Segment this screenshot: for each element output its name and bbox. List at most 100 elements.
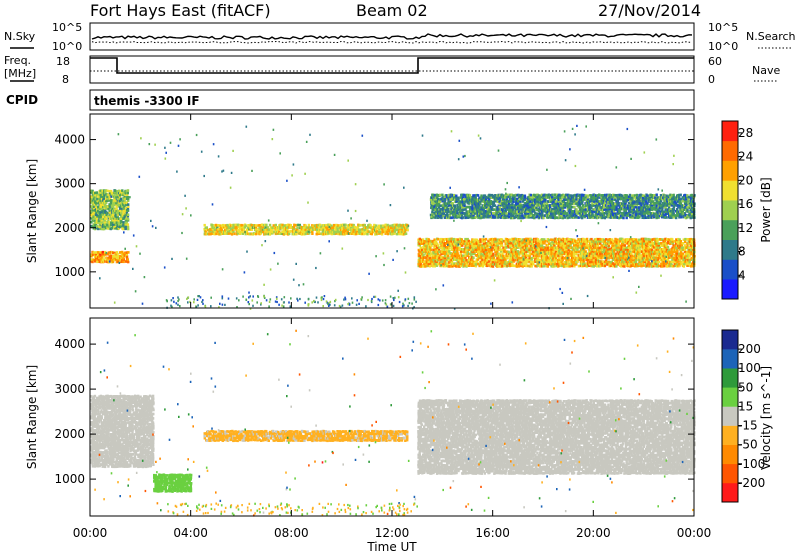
- echo-cell: [354, 226, 358, 229]
- echo-cell: [106, 211, 109, 215]
- echo-cell: [461, 260, 464, 263]
- echo-cell: [235, 225, 238, 229]
- echo-cell: [464, 252, 467, 256]
- echo-cell: [511, 250, 514, 254]
- echo-cell: [439, 200, 442, 204]
- echo-cell: [102, 191, 106, 195]
- echo-cell: [124, 219, 128, 222]
- echo-cell: [120, 193, 123, 196]
- echo-cell: [117, 217, 120, 220]
- echo-cell: [553, 255, 556, 258]
- echo-cell: [115, 223, 118, 226]
- echo-cell: [297, 230, 300, 233]
- echo-cell: [443, 254, 447, 258]
- echo-cell: [534, 260, 537, 263]
- echo-cell: [486, 262, 489, 266]
- echo-cell: [115, 258, 118, 261]
- echo-cell: [530, 242, 533, 245]
- echo-cell: [90, 258, 93, 261]
- echo-cell: [436, 237, 440, 241]
- echo-cell: [461, 216, 465, 219]
- echo-cell: [456, 250, 459, 253]
- echo-cell: [120, 257, 123, 260]
- echo-cell: [292, 225, 296, 229]
- echo-cell: [113, 197, 116, 200]
- nave-label: Nave: [752, 64, 780, 77]
- echo-cell: [540, 244, 544, 248]
- echo-cell: [99, 217, 102, 221]
- echo-cell: [99, 252, 102, 256]
- echo-cell: [247, 232, 250, 236]
- echo-cell: [91, 201, 94, 204]
- echo-cell: [399, 229, 402, 233]
- echo-cell: [506, 244, 510, 247]
- echo-cell: [466, 252, 469, 255]
- echo-cell: [264, 226, 267, 229]
- echo-cell: [541, 238, 544, 241]
- echo-cell: [488, 254, 491, 257]
- echo-cell: [429, 260, 433, 263]
- echo-cell: [528, 258, 531, 262]
- echo-cell: [548, 252, 552, 256]
- echo-cell: [451, 248, 454, 251]
- echo-cell: [209, 230, 212, 233]
- echo-cell: [554, 200, 558, 203]
- echo-cell: [373, 226, 377, 229]
- echo-cell: [303, 228, 306, 232]
- echo-cell: [305, 230, 308, 234]
- echo-cell: [541, 248, 544, 251]
- echo-cell: [339, 226, 342, 229]
- echo-cell: [118, 205, 122, 209]
- echo-cell: [99, 254, 102, 258]
- echo-cell: [556, 260, 560, 263]
- echo-cell: [521, 248, 524, 251]
- echo-cell: [471, 242, 474, 246]
- echo-cell: [515, 262, 519, 266]
- echo-cell: [508, 240, 512, 243]
- echo-cell: [523, 238, 526, 241]
- echo-cell: [547, 256, 551, 260]
- echo-cell: [425, 256, 428, 259]
- echo-cell: [105, 217, 108, 221]
- echo-cell: [467, 246, 470, 249]
- echo-cell: [356, 226, 360, 229]
- echo-cell: [483, 263, 486, 266]
- echo-cell: [516, 258, 520, 262]
- echo-cell: [272, 226, 275, 230]
- echo-cell: [601, 260, 604, 263]
- echo-cell: [257, 227, 260, 231]
- echo-cell: [454, 238, 458, 241]
- echo-cell: [260, 228, 264, 231]
- echo-cell: [528, 250, 531, 254]
- echo-cell: [281, 230, 284, 234]
- echo-cell: [445, 248, 449, 251]
- echo-cell: [419, 263, 423, 266]
- echo-cell: [467, 264, 471, 267]
- echo-cell: [443, 260, 446, 264]
- echo-cell: [321, 230, 324, 234]
- echo-cell: [126, 258, 129, 261]
- nave-tick-bottom: 0: [708, 73, 715, 86]
- echo-cell: [278, 226, 282, 229]
- echo-cell: [330, 224, 333, 227]
- echo-cell: [500, 241, 504, 245]
- echo-cell: [127, 197, 130, 201]
- echo-cell: [101, 189, 105, 193]
- echo-cell: [228, 230, 231, 233]
- echo-cell: [337, 230, 341, 234]
- echo-cell: [554, 242, 557, 246]
- echo-cell: [233, 226, 236, 230]
- echo-cell: [493, 263, 497, 266]
- echo-cell: [116, 255, 119, 258]
- echo-cell: [391, 232, 394, 236]
- echo-cell: [477, 241, 481, 245]
- echo-cell: [223, 228, 227, 232]
- echo-cell: [285, 229, 289, 233]
- echo-cell: [99, 225, 102, 228]
- echo-cell: [486, 244, 489, 248]
- echo-cell: [267, 230, 270, 233]
- echo-cell: [353, 232, 356, 236]
- echo-cell: [113, 193, 116, 196]
- echo-cell: [497, 259, 500, 262]
